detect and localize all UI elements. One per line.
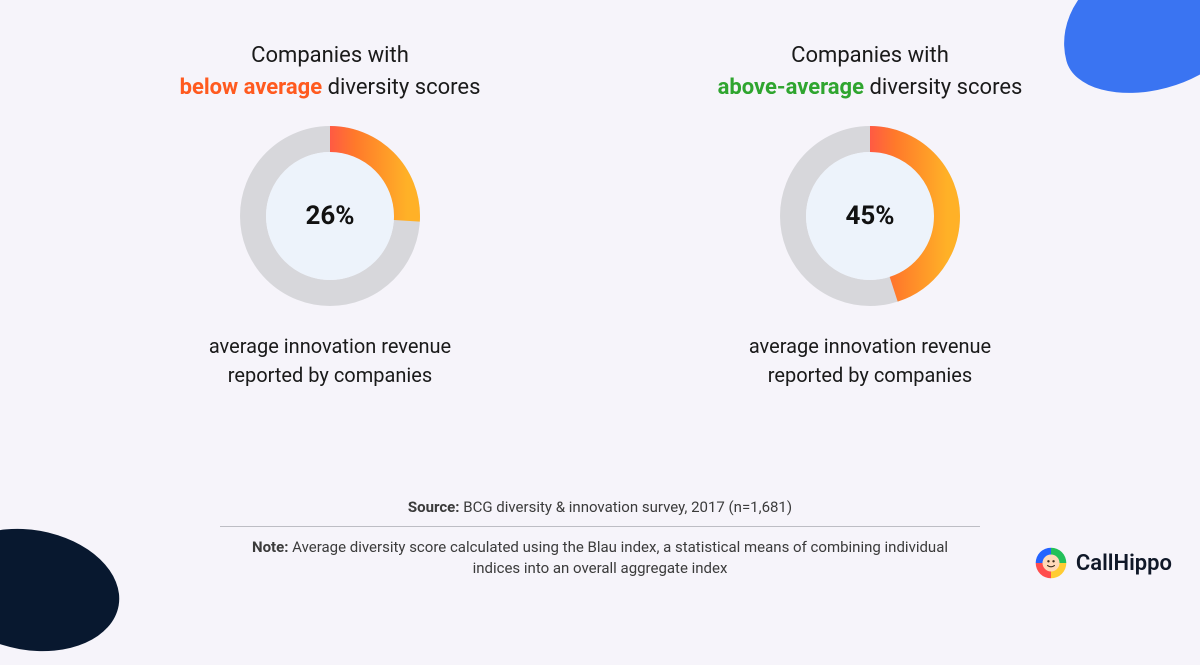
caption-line: average innovation revenue — [749, 332, 991, 361]
caption-line: reported by companies — [209, 361, 451, 390]
caption-line: reported by companies — [749, 361, 991, 390]
source-text: BCG diversity & innovation survey, 2017 … — [463, 498, 792, 516]
donut-below: 26% — [240, 126, 420, 306]
note-line: Note: Average diversity score calculated… — [240, 537, 960, 581]
footer-divider — [220, 526, 980, 527]
note-text: Average diversity score calculated using… — [292, 538, 948, 578]
brand-logo-icon — [1034, 546, 1068, 580]
chart-caption-above: average innovation revenue reported by c… — [749, 332, 991, 390]
donut-value-above: 45% — [780, 126, 960, 306]
title-emph-below: below average — [180, 75, 323, 100]
chart-title-above: Companies with above-average diversity s… — [718, 40, 1023, 104]
footer: Source: BCG diversity & innovation surve… — [80, 498, 1120, 581]
source-label: Source: — [408, 498, 463, 516]
title-emph-above: above-average — [718, 75, 864, 100]
brand: CallHippo — [1034, 546, 1172, 580]
content-area: Companies with below average diversity s… — [0, 0, 1200, 600]
donut-above: 45% — [780, 126, 960, 306]
brand-name: CallHippo — [1076, 551, 1172, 576]
caption-line: average innovation revenue — [209, 332, 451, 361]
title-prefix: Companies with — [180, 40, 481, 72]
chart-below-average: Companies with below average diversity s… — [100, 40, 560, 480]
chart-title-below: Companies with below average diversity s… — [180, 40, 481, 104]
chart-above-average: Companies with above-average diversity s… — [640, 40, 1100, 480]
title-suffix: diversity scores — [869, 75, 1022, 100]
donut-value-below: 26% — [240, 126, 420, 306]
title-suffix: diversity scores — [328, 75, 481, 100]
note-label: Note: — [252, 538, 292, 556]
chart-caption-below: average innovation revenue reported by c… — [209, 332, 451, 390]
source-line: Source: BCG diversity & innovation surve… — [80, 498, 1120, 516]
charts-row: Companies with below average diversity s… — [80, 40, 1120, 480]
title-prefix: Companies with — [718, 40, 1023, 72]
